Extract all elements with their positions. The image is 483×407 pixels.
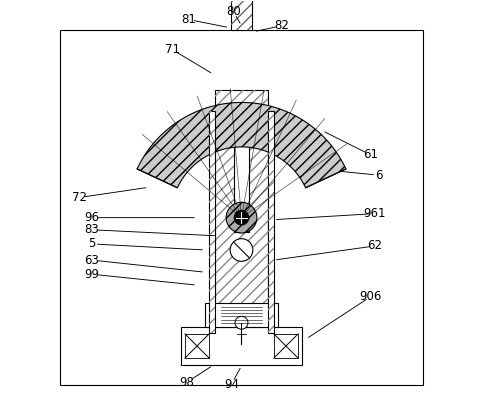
Text: 82: 82	[274, 19, 289, 32]
Text: 83: 83	[85, 223, 99, 236]
Text: 72: 72	[72, 191, 87, 204]
Bar	[205, 302, 278, 327]
Text: 61: 61	[363, 149, 378, 162]
Bar	[268, 111, 274, 333]
Circle shape	[226, 202, 257, 233]
Text: 94: 94	[224, 378, 239, 391]
Text: 961: 961	[364, 207, 386, 220]
Circle shape	[234, 210, 249, 225]
Bar	[234, 121, 249, 232]
Bar	[215, 90, 268, 353]
Polygon shape	[137, 103, 346, 188]
Bar	[209, 111, 215, 333]
Text: 906: 906	[360, 290, 382, 303]
Text: 6: 6	[375, 169, 383, 182]
Bar	[185, 334, 209, 358]
Text: 96: 96	[85, 211, 99, 224]
Bar	[215, 90, 268, 353]
Text: 71: 71	[165, 44, 180, 57]
Text: 99: 99	[85, 268, 99, 281]
Bar	[59, 30, 424, 385]
Bar	[181, 327, 302, 365]
Bar	[209, 111, 215, 333]
Bar	[231, 0, 252, 30]
Text: 81: 81	[182, 13, 197, 26]
Bar	[231, 0, 252, 30]
Text: 62: 62	[368, 239, 383, 252]
Circle shape	[235, 316, 248, 329]
Bar	[268, 111, 274, 333]
Text: 98: 98	[180, 376, 194, 389]
Text: 63: 63	[85, 254, 99, 267]
Bar	[274, 334, 298, 358]
Text: 80: 80	[226, 5, 241, 18]
Circle shape	[230, 239, 253, 261]
Text: 5: 5	[88, 237, 96, 250]
